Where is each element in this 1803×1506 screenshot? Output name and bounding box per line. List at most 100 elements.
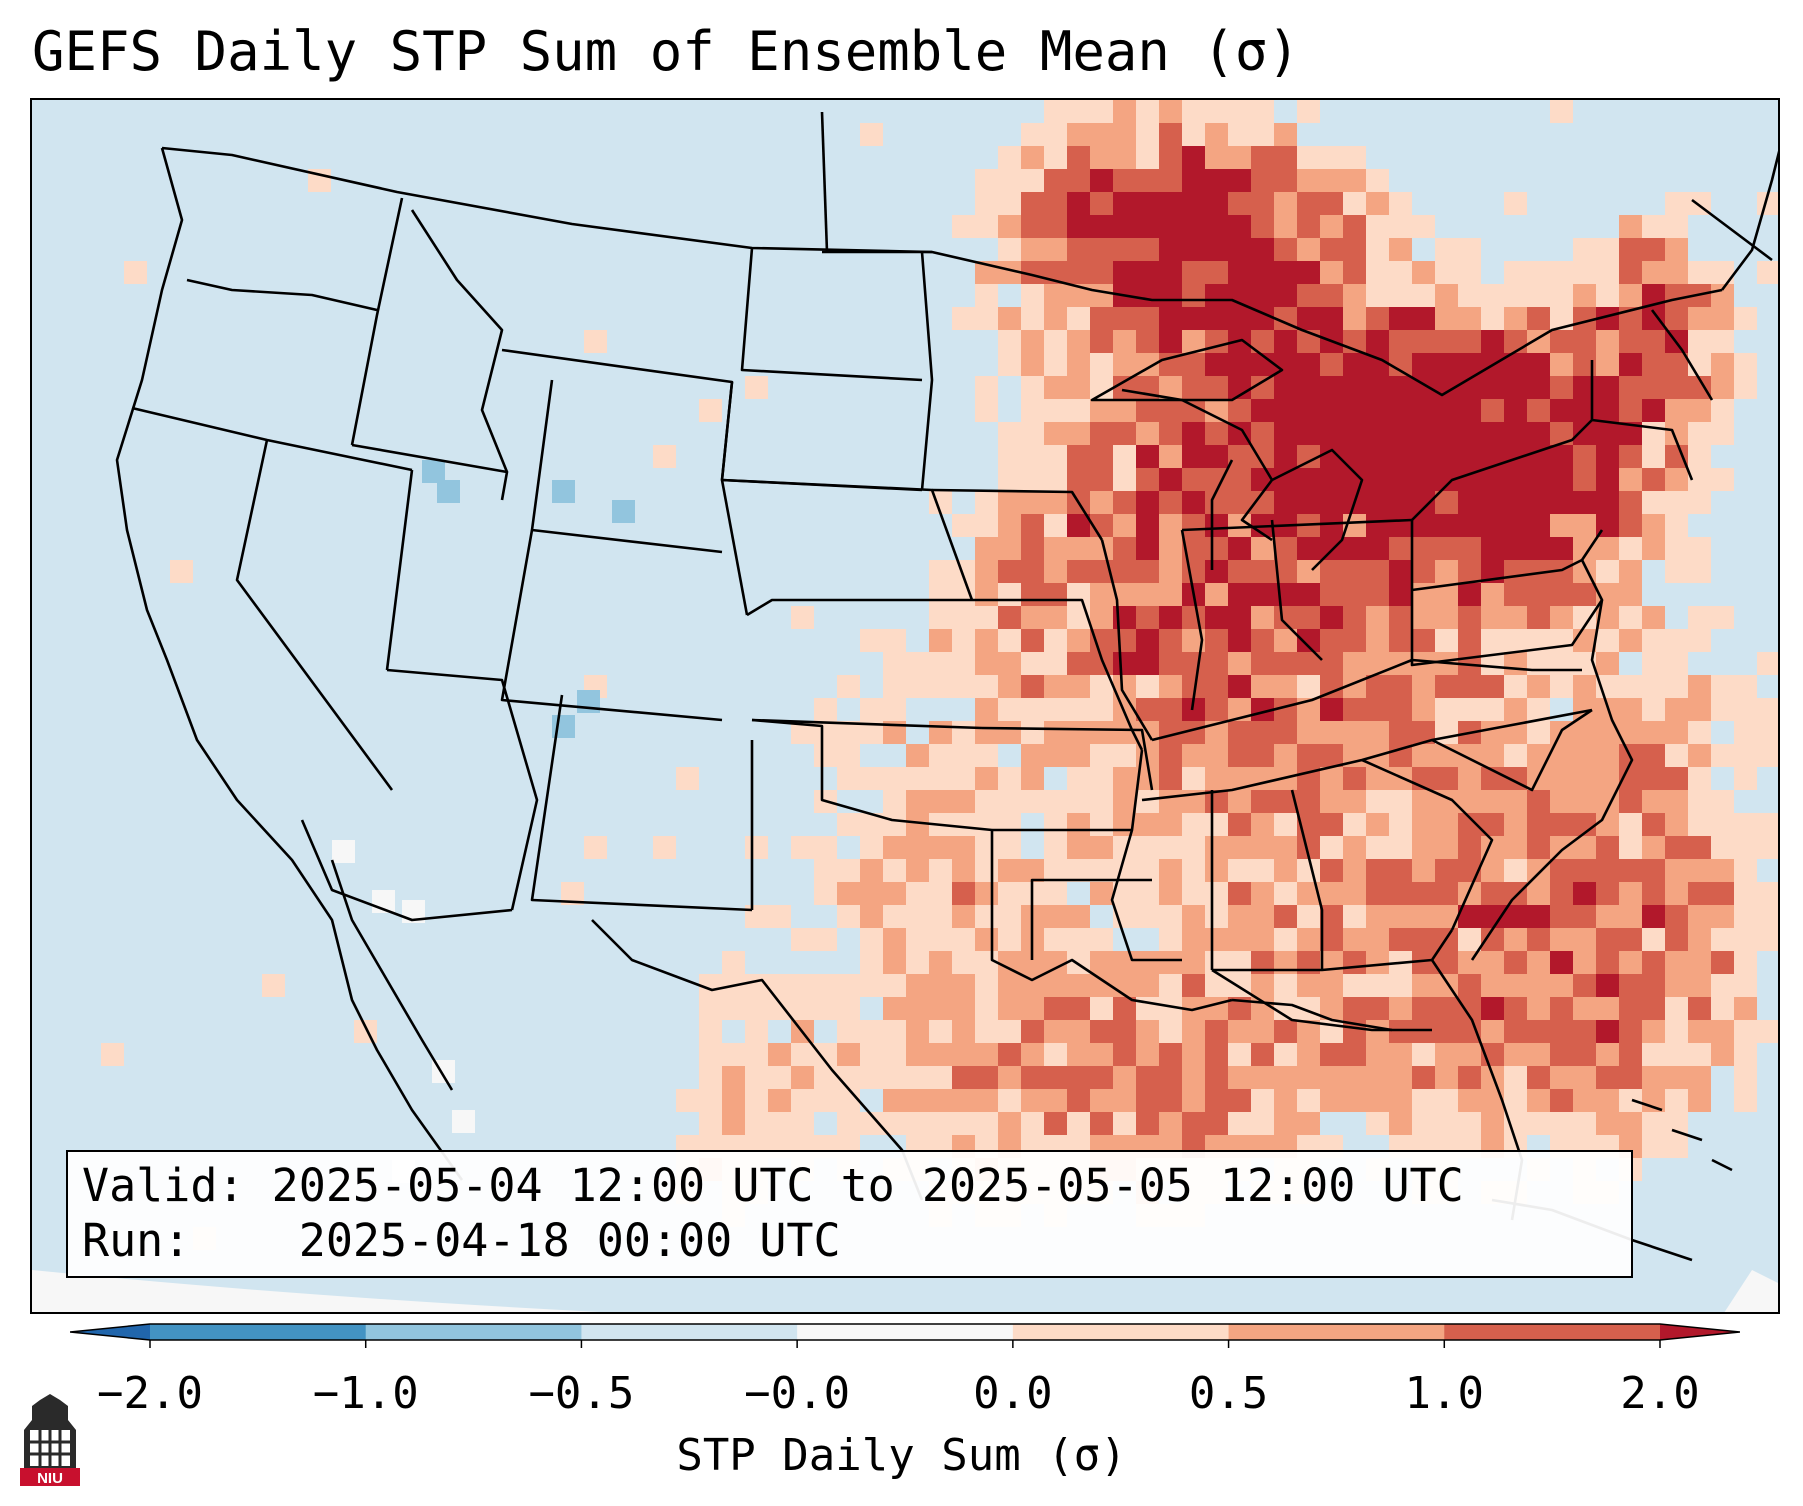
stp-cell-negative (437, 480, 460, 503)
stp-cell (1297, 100, 1320, 123)
stp-cell (906, 905, 929, 928)
stp-cell (1182, 560, 1205, 583)
stp-cell (1688, 859, 1711, 882)
stp-cell (1389, 836, 1412, 859)
stp-cell (1481, 537, 1504, 560)
stp-cell (1688, 675, 1711, 698)
stp-cell (1389, 997, 1412, 1020)
stp-cell (1136, 169, 1159, 192)
stp-cell (1343, 1043, 1366, 1066)
stp-cell (837, 1089, 860, 1112)
stp-cell (1366, 284, 1389, 307)
stp-cell (1113, 951, 1136, 974)
stp-cell (1757, 882, 1778, 905)
stp-cell (1320, 353, 1343, 376)
stp-cell (653, 836, 676, 859)
stp-cell (1251, 146, 1274, 169)
stp-cell (1136, 284, 1159, 307)
stp-cell (1228, 744, 1251, 767)
stp-cell (1481, 1112, 1504, 1135)
stp-cell (929, 1043, 952, 1066)
stp-cell (1389, 422, 1412, 445)
stp-cell (1389, 468, 1412, 491)
stp-cell (837, 675, 860, 698)
stp-cell (975, 560, 998, 583)
stp-cell (1711, 261, 1734, 284)
stp-cell (1090, 468, 1113, 491)
stp-cell (1757, 813, 1778, 836)
stp-cell (1021, 1043, 1044, 1066)
stp-cell (1205, 353, 1228, 376)
stp-cell (1458, 951, 1481, 974)
stp-cell (1067, 698, 1090, 721)
stp-cell (975, 652, 998, 675)
stp-cell (1182, 537, 1205, 560)
stp-cell (998, 721, 1021, 744)
stp-cell (975, 583, 998, 606)
stp-cell (1688, 928, 1711, 951)
stp-cell (1205, 1066, 1228, 1089)
stp-cell (1228, 1089, 1251, 1112)
stp-cell (1251, 376, 1274, 399)
stp-cell (1389, 1066, 1412, 1089)
stp-cell (929, 859, 952, 882)
stp-cell (998, 583, 1021, 606)
stp-cell (1389, 905, 1412, 928)
stp-cell (1366, 629, 1389, 652)
stp-cell (1619, 445, 1642, 468)
stp-cell (883, 1020, 906, 1043)
stp-cell (1711, 744, 1734, 767)
stp-cell (1228, 261, 1251, 284)
stp-cell (1090, 537, 1113, 560)
stp-cell (1366, 1020, 1389, 1043)
stp-cell (1550, 928, 1573, 951)
stp-cell (1159, 123, 1182, 146)
stp-cell (998, 330, 1021, 353)
stp-cell (1159, 169, 1182, 192)
stp-cell (975, 537, 998, 560)
stp-cell (1481, 882, 1504, 905)
stp-cell (1320, 813, 1343, 836)
stp-cell (1412, 882, 1435, 905)
stp-cell (1274, 721, 1297, 744)
stp-cell (1136, 514, 1159, 537)
stp-cell (929, 1066, 952, 1089)
stp-cell (1067, 675, 1090, 698)
stp-cell (1067, 1066, 1090, 1089)
stp-cell (1412, 468, 1435, 491)
stp-cell (1343, 537, 1366, 560)
stp-cell (860, 905, 883, 928)
stp-cell (929, 790, 952, 813)
stp-cell (1504, 928, 1527, 951)
stp-cell (1205, 1043, 1228, 1066)
stp-cell (1343, 284, 1366, 307)
stp-cell (1067, 330, 1090, 353)
stp-cell (1504, 1089, 1527, 1112)
stp-cell (952, 951, 975, 974)
stp-cell (883, 698, 906, 721)
stp-cell (1136, 606, 1159, 629)
stp-cell (699, 399, 722, 422)
stp-cell (1343, 882, 1366, 905)
stp-cell (1182, 422, 1205, 445)
stp-cell (975, 790, 998, 813)
stp-cell (1159, 997, 1182, 1020)
stp-cell (1550, 307, 1573, 330)
stp-cell (1619, 997, 1642, 1020)
stp-cell (1412, 422, 1435, 445)
stp-cell (1573, 537, 1596, 560)
stp-cell (1435, 284, 1458, 307)
stp-cell (1113, 675, 1136, 698)
stp-cell (1136, 238, 1159, 261)
stp-cell (1688, 836, 1711, 859)
stp-cell (1320, 721, 1343, 744)
stp-cell (1412, 1020, 1435, 1043)
stp-cell (1297, 468, 1320, 491)
stp-cell (1251, 744, 1274, 767)
stp-cell (1458, 606, 1481, 629)
stp-cell (1343, 767, 1366, 790)
stp-cell (1274, 491, 1297, 514)
stp-cell (929, 606, 952, 629)
stp-cell (1550, 744, 1573, 767)
stp-cell (1573, 905, 1596, 928)
